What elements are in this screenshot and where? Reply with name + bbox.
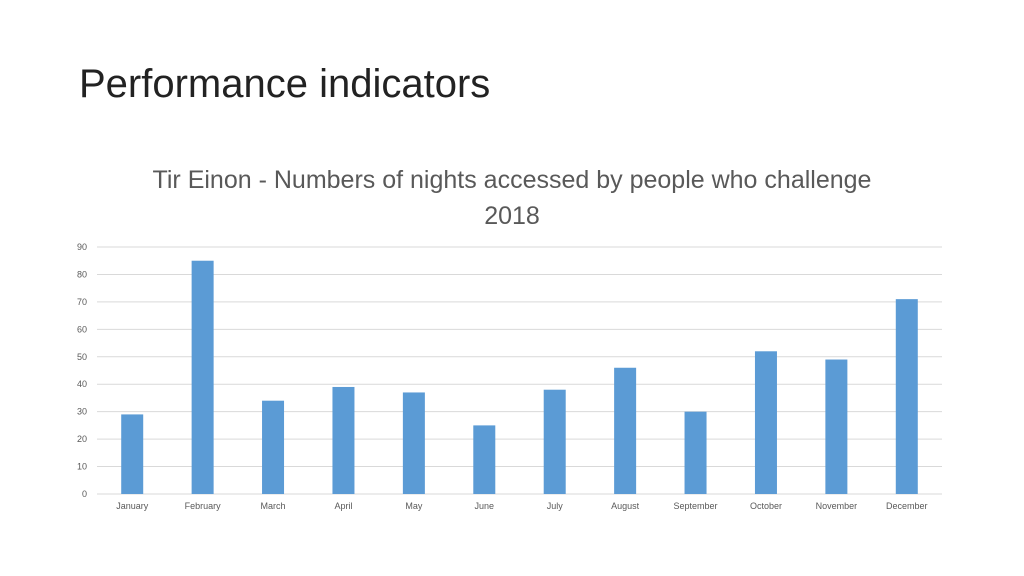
y-tick-label: 20 [77, 434, 87, 444]
y-tick-label: 60 [77, 324, 87, 334]
bar-july [543, 389, 566, 494]
chart-title: Tir Einon - Numbers of nights accessed b… [152, 166, 872, 230]
bars [121, 260, 918, 494]
bar-december [895, 299, 918, 494]
y-tick-label: 0 [82, 489, 87, 499]
y-tick-label: 10 [77, 462, 87, 472]
x-category-label: July [547, 501, 564, 511]
bar-november [825, 359, 848, 494]
bar-may [402, 392, 425, 494]
y-tick-label: 80 [77, 269, 87, 279]
bar-february [191, 260, 214, 494]
y-tick-label: 70 [77, 297, 87, 307]
y-tick-label: 40 [77, 379, 87, 389]
bar-march [262, 400, 285, 494]
y-axis-tick-labels: 0 10 20 30 40 50 60 70 80 90 [77, 242, 87, 499]
x-category-label: August [611, 501, 640, 511]
y-tick-label: 90 [77, 242, 87, 252]
gridlines [97, 246, 942, 495]
bar-september [684, 411, 707, 494]
x-category-label: February [185, 501, 222, 511]
bar-june [473, 425, 496, 494]
bar-october [754, 351, 777, 494]
x-category-label: April [334, 501, 352, 511]
x-category-label: June [475, 501, 495, 511]
y-tick-label: 30 [77, 407, 87, 417]
x-category-label: January [116, 501, 149, 511]
bar-january [121, 414, 144, 494]
bar-april [332, 386, 355, 494]
x-category-label: May [405, 501, 423, 511]
x-category-label: December [886, 501, 928, 511]
x-category-label: March [261, 501, 286, 511]
bar-august [614, 367, 637, 494]
x-category-label: September [674, 501, 718, 511]
x-category-label: November [816, 501, 858, 511]
slide-title: Performance indicators [79, 62, 491, 106]
y-tick-label: 50 [77, 352, 87, 362]
x-category-label: October [750, 501, 782, 511]
x-axis-category-labels: January February March April May June July Augu… [116, 501, 927, 511]
